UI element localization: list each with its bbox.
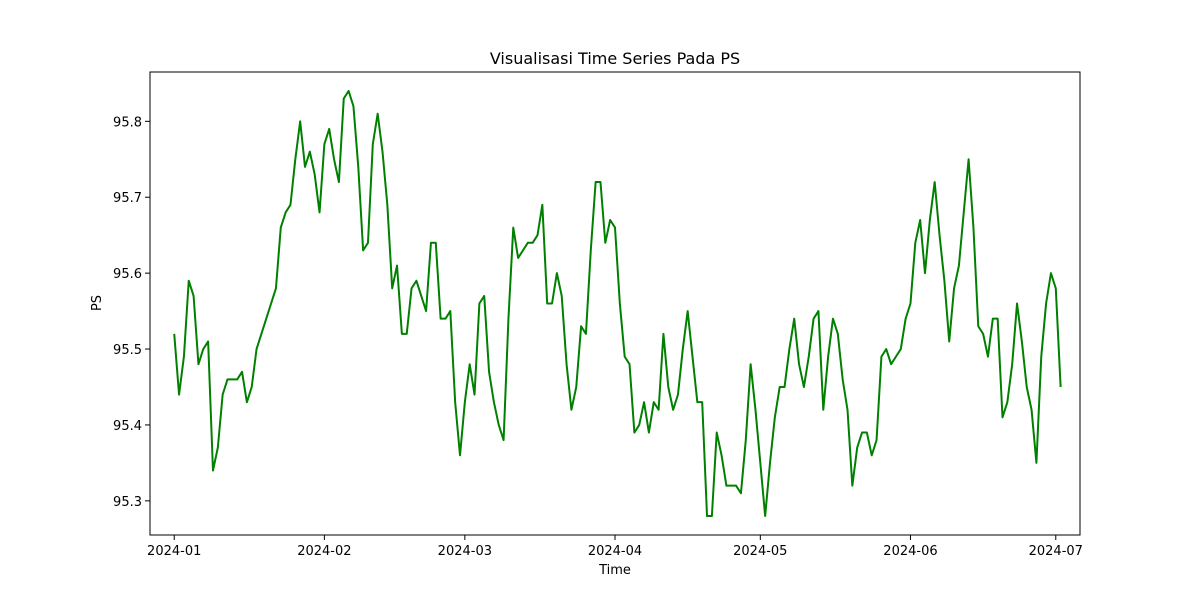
x-tick-label: 2024-01 [147,544,201,559]
y-tick-label: 95.5 [113,343,142,358]
y-tick-label: 95.4 [113,419,142,434]
plot-area [149,71,1081,536]
x-tick-label: 2024-06 [883,544,937,559]
x-axis-label: Time [598,563,631,578]
y-axis: 95.3 95.4 95.5 95.6 95.7 95.8 [113,115,150,510]
x-tick-label: 2024-07 [1029,544,1083,559]
x-tick-label: 2024-02 [297,544,351,559]
y-tick-label: 95.3 [113,495,142,510]
x-axis: 2024-01 2024-02 2024-03 2024-04 2024-05 2024-… [147,535,1083,559]
y-tick-label: 95.8 [113,115,142,130]
x-tick-label: 2024-04 [588,544,642,559]
series-line [173,89,1062,518]
y-tick-label: 95.6 [113,267,142,282]
x-tick-label: 2024-05 [733,544,787,559]
y-tick-label: 95.7 [113,191,142,206]
x-tick-label: 2024-03 [438,544,492,559]
chart-title: Visualisasi Time Series Pada PS [490,49,740,68]
y-axis-label: PS [90,295,105,311]
